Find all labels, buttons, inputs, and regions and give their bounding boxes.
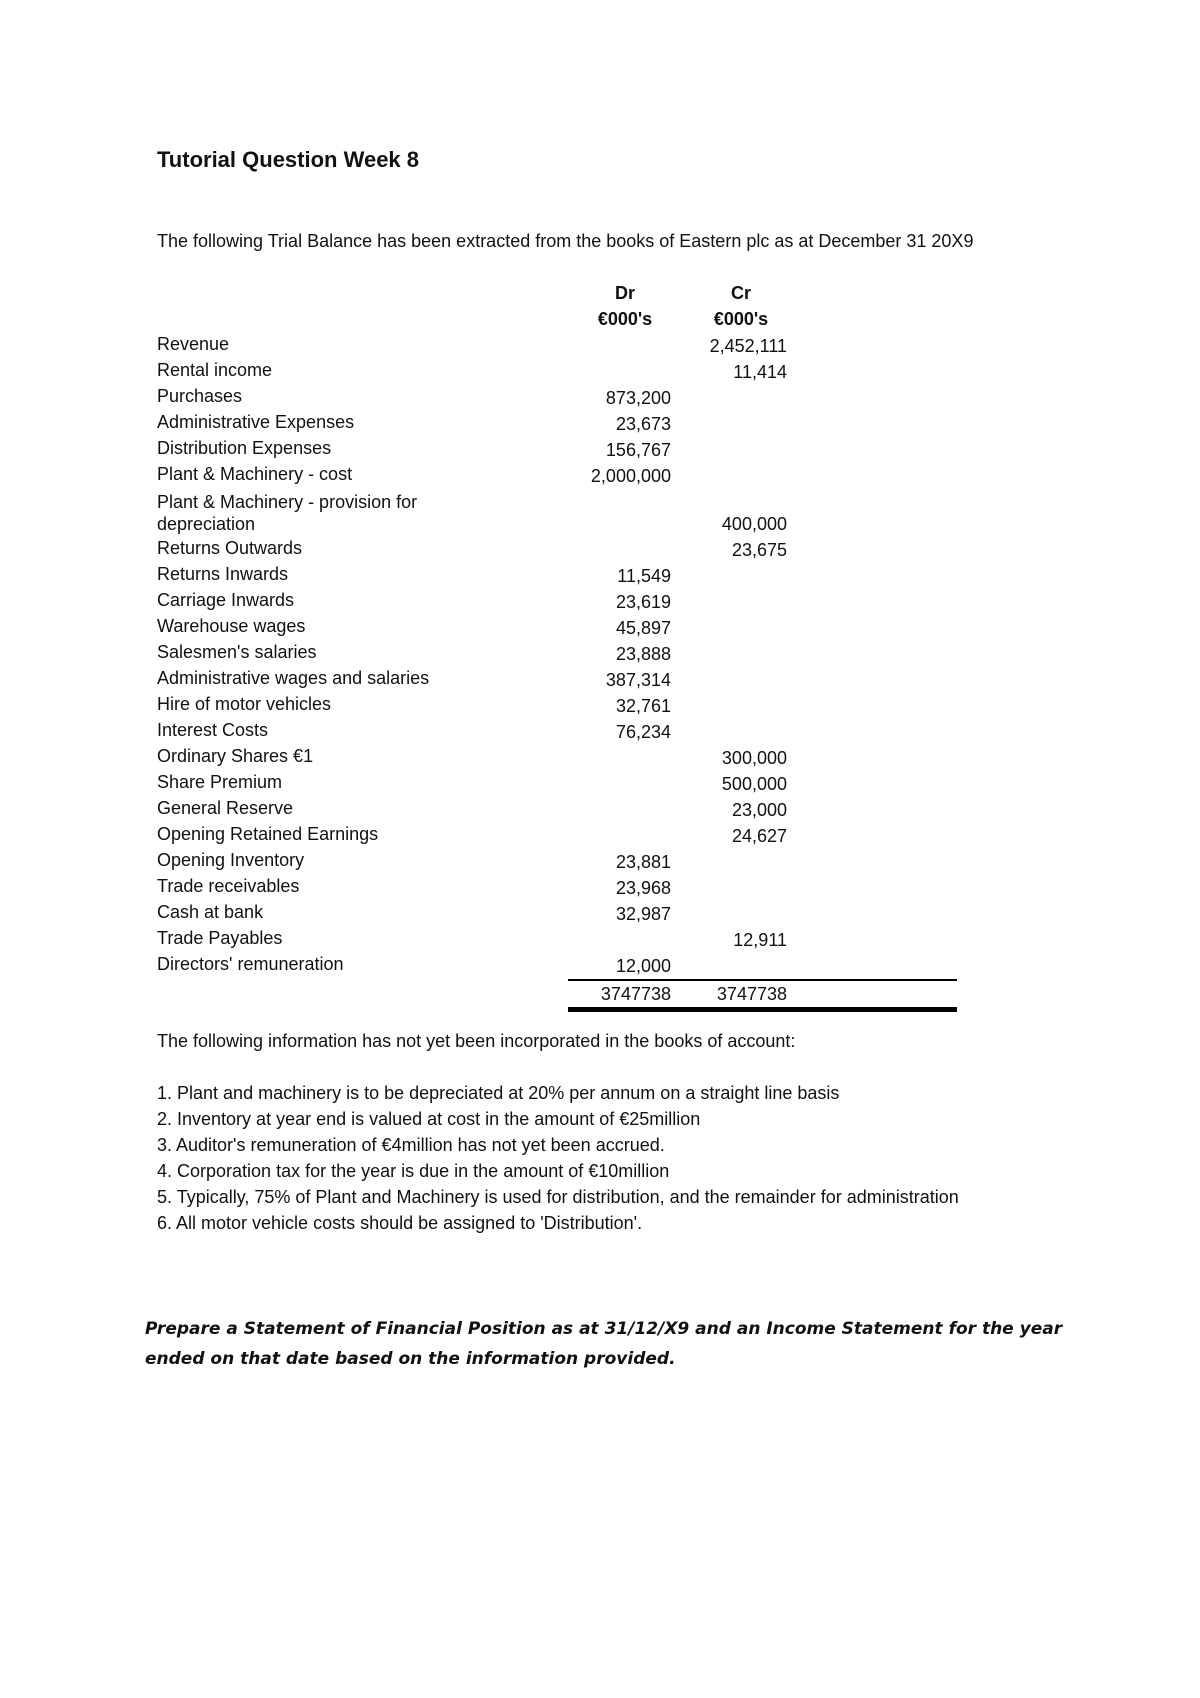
row-label: Purchases [157, 386, 243, 406]
row-label: Rental income [157, 360, 273, 380]
dr-header: Dr [614, 283, 635, 303]
cr-total: 3747738 [716, 984, 787, 1004]
cr-value: 300,000 [721, 748, 787, 768]
row-label: Administrative Expenses [157, 412, 355, 432]
table-row: Rental income 11,414 [157, 359, 807, 385]
row-label: Opening Retained Earnings [157, 824, 379, 844]
row-label: Salesmen's salaries [157, 642, 317, 662]
note-item: 5. Typically, 75% of Plant and Machinery… [157, 1187, 959, 1207]
totals-row: 3747738 3747738 [157, 981, 807, 1007]
row-label: Interest Costs [157, 720, 269, 740]
note-item: 6. All motor vehicle costs should be ass… [157, 1213, 643, 1233]
table-row: Plant & Machinery - cost 2,000,000 [157, 463, 807, 489]
table-row: Salesmen's salaries 23,888 [157, 641, 807, 667]
row-label: Cash at bank [157, 902, 264, 922]
table-row: Warehouse wages 45,897 [157, 615, 807, 641]
row-label: Plant & Machinery - cost [157, 464, 353, 484]
row-label: Administrative wages and salaries [157, 668, 430, 688]
dr-value: 23,619 [615, 592, 671, 612]
row-label: Carriage Inwards [157, 590, 295, 610]
row-label: Directors' remuneration [157, 954, 344, 974]
dr-value: 76,234 [615, 722, 671, 742]
table-row: Returns Outwards 23,675 [157, 537, 807, 563]
row-label: Revenue [157, 334, 230, 354]
row-label: Warehouse wages [157, 616, 306, 636]
row-label: Opening Inventory [157, 850, 305, 870]
note-item: 2. Inventory at year end is valued at co… [157, 1109, 701, 1129]
cr-value: 23,000 [731, 800, 787, 820]
table-row: Carriage Inwards 23,619 [157, 589, 807, 615]
dr-value: 23,673 [615, 414, 671, 434]
dr-value: 45,897 [615, 618, 671, 638]
row-label: Hire of motor vehicles [157, 694, 332, 714]
row-label: Share Premium [157, 772, 283, 792]
page-title: Tutorial Question Week 8 [157, 147, 420, 172]
table-row: Purchases 873,200 [157, 385, 807, 411]
table-row: Trade Payables 12,911 [157, 927, 807, 953]
dr-value: 12,000 [615, 956, 671, 976]
total-double-rule [568, 1007, 957, 1012]
dr-value: 32,987 [615, 904, 671, 924]
note-item: 1. Plant and machinery is to be deprecia… [157, 1083, 840, 1103]
cr-value: 23,675 [731, 540, 787, 560]
trial-balance-table: Revenue 2,452,111 Rental income 11,414 Purch… [157, 333, 957, 1013]
row-label: General Reserve [157, 798, 294, 818]
table-row: Revenue 2,452,111 [157, 333, 807, 359]
table-row: Interest Costs 76,234 [157, 719, 807, 745]
cr-value: 24,627 [731, 826, 787, 846]
row-label: Plant & Machinery - provision for deprec… [157, 492, 418, 534]
table-row: Administrative wages and salaries 387,314 [157, 667, 807, 693]
row-label: Ordinary Shares €1 [157, 746, 314, 766]
dr-value: 23,968 [615, 878, 671, 898]
table-row: Opening Retained Earnings 24,627 [157, 823, 807, 849]
table-row: Trade receivables 23,968 [157, 875, 807, 901]
subtotal-rule [568, 979, 957, 981]
note-item: 4. Corporation tax for the year is due i… [157, 1161, 670, 1181]
row-label: Distribution Expenses [157, 438, 332, 458]
table-row: Plant & Machinery - provision for deprec… [157, 489, 807, 537]
table-row: Hire of motor vehicles 32,761 [157, 693, 807, 719]
dr-value: 23,888 [615, 644, 671, 664]
dr-value: 11,549 [617, 566, 671, 586]
row-label: Returns Inwards [157, 564, 289, 584]
info-heading: The following information has not yet be… [157, 1031, 796, 1051]
dr-unit-header: €000's [597, 309, 653, 329]
cr-header: Cr [730, 283, 751, 303]
table-row: Cash at bank 32,987 [157, 901, 807, 927]
dr-total: 3747738 [600, 984, 671, 1004]
dr-value: 387,314 [605, 670, 671, 690]
cr-value: 12,911 [733, 930, 787, 950]
table-row: General Reserve 23,000 [157, 797, 807, 823]
row-label: Trade Payables [157, 928, 283, 948]
note-item: 3. Auditor's remuneration of €4million h… [157, 1135, 665, 1155]
dr-value: 32,761 [615, 696, 671, 716]
cr-value: 2,452,111 [709, 336, 787, 356]
table-row: Returns Inwards 11,549 [157, 563, 807, 589]
intro-text: The following Trial Balance has been ext… [157, 231, 974, 251]
cr-value: 500,000 [721, 774, 787, 794]
table-row: Directors' remuneration 12,000 [157, 953, 807, 979]
notes-list: 1. Plant and machinery is to be deprecia… [157, 1080, 959, 1236]
row-label: Returns Outwards [157, 538, 303, 558]
dr-value: 23,881 [615, 852, 671, 872]
cr-unit-header: €000's [713, 309, 769, 329]
table-row: Ordinary Shares €1 300,000 [157, 745, 807, 771]
dr-value: 873,200 [605, 388, 671, 408]
table-row: Distribution Expenses 156,767 [157, 437, 807, 463]
dr-value: 2,000,000 [590, 466, 671, 486]
table-row: Opening Inventory 23,881 [157, 849, 807, 875]
cr-value: 400,000 [721, 514, 787, 534]
table-row: Share Premium 500,000 [157, 771, 807, 797]
dr-value: 156,767 [605, 440, 671, 460]
table-row: Administrative Expenses 23,673 [157, 411, 807, 437]
row-label: Trade receivables [157, 876, 300, 896]
cr-value: 11,414 [733, 362, 787, 382]
task-instruction: Prepare a Statement of Financial Positio… [145, 1319, 1063, 1369]
